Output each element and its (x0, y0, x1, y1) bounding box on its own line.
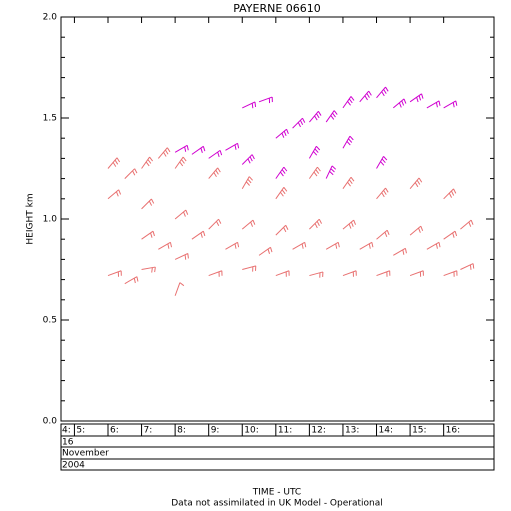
wind-barb (308, 145, 321, 159)
wind-barb (292, 241, 307, 250)
wind-barb (409, 225, 424, 236)
wind-barb (124, 276, 139, 285)
start-label: 4: (62, 426, 71, 436)
wind-barb (376, 156, 388, 169)
footnote: Data not assimilated in UK Model - Opera… (171, 499, 382, 509)
y-tick-label: 1.0 (43, 215, 58, 225)
wind-barb (158, 241, 172, 250)
wind-barb (241, 219, 256, 230)
wind-barb (241, 154, 255, 165)
wind-barb (443, 230, 458, 240)
wind-barb (342, 176, 355, 189)
wind-barb (241, 176, 253, 189)
date-row: 16 (62, 438, 74, 448)
wind-barb (376, 270, 391, 277)
wind-barb (174, 144, 189, 153)
wind-barb (443, 270, 458, 277)
wind-barb (460, 263, 475, 270)
y-axis-label: HEIGHT km (26, 193, 36, 244)
wind-barb (409, 270, 424, 277)
x-tick-label: 15: (412, 426, 426, 436)
x-tick-label: 5: (76, 426, 85, 436)
wind-barb (325, 241, 340, 250)
wind-barb (426, 241, 441, 250)
wind-barb (107, 189, 122, 200)
x-tick-label: 16: (446, 426, 460, 436)
wind-barb (275, 224, 289, 236)
wind-barb (342, 270, 357, 277)
wind-barb (208, 270, 223, 277)
wind-barb (258, 246, 273, 256)
y-tick-label: 0.0 (43, 417, 58, 427)
wind-barb (191, 230, 206, 240)
wind-barb (376, 187, 389, 200)
x-tick-label: 14: (379, 426, 393, 436)
wind-barb (325, 110, 338, 123)
wind-barb (107, 157, 121, 169)
y-tick-label: 1.5 (43, 114, 57, 124)
wind-barb (242, 265, 257, 272)
wind-barb (242, 101, 257, 109)
wind-barb (208, 218, 222, 230)
wind-barb (124, 168, 138, 179)
wind-barb (409, 93, 424, 103)
wind-barb (141, 198, 155, 210)
x-tick-label: 12: (311, 426, 325, 436)
chart-title: PAYERNE 06610 (233, 2, 321, 15)
wind-barb (342, 96, 355, 109)
wind-barb (141, 156, 153, 169)
wind-barb (359, 90, 372, 103)
wind-barb (309, 218, 323, 230)
plot-frame (60, 16, 495, 422)
y-tick-label: 2.0 (43, 13, 58, 23)
wind-barb (191, 145, 206, 155)
x-tick-label: 11: (278, 426, 292, 436)
wind-barb (275, 187, 288, 200)
wind-barb (141, 266, 156, 273)
x-tick-label: 6: (110, 426, 119, 436)
wind-barb (393, 247, 407, 256)
wind-barb (174, 209, 189, 220)
wind-barb (174, 156, 187, 169)
x-tick-label: 10: (244, 426, 258, 436)
y-tick-label: 0.5 (43, 316, 57, 326)
wind-barb (258, 96, 273, 104)
x-axis-label: TIME - UTC (252, 488, 301, 498)
wind-barb (359, 241, 374, 250)
x-tick-label: 9: (211, 426, 220, 436)
wind-barb (309, 271, 324, 278)
date-row: November (62, 449, 109, 459)
wind-barb (107, 270, 122, 277)
wind-barb (174, 253, 189, 260)
wind-barb (460, 219, 474, 230)
wind-barb (225, 241, 240, 250)
x-tick-label: 7: (144, 426, 153, 436)
wind-barb (208, 149, 223, 159)
wind-barb (376, 86, 389, 99)
wind-barb (392, 98, 407, 109)
wind-barb (325, 165, 337, 179)
wind-barb (225, 142, 240, 151)
wind-barb (426, 100, 441, 109)
wind-barb (141, 230, 155, 240)
wind-barb (275, 166, 288, 179)
wind-barb (309, 110, 322, 123)
wind-barb (208, 167, 221, 179)
wind-barb (308, 166, 321, 179)
x-tick-label: 13: (345, 426, 359, 436)
wind-barb (443, 188, 457, 200)
wind-barb (342, 219, 357, 230)
wind-barb (275, 128, 289, 139)
x-tick-label: 8: (177, 426, 186, 436)
wind-barb (275, 270, 290, 277)
wind-barb (409, 177, 423, 190)
wind-barb (342, 135, 354, 149)
wind-barb (376, 229, 390, 240)
wind-barb (174, 282, 185, 296)
date-row: 2004 (62, 461, 85, 471)
wind-barb (292, 117, 306, 129)
wind-barb (157, 147, 171, 159)
wind-barb (443, 100, 458, 109)
